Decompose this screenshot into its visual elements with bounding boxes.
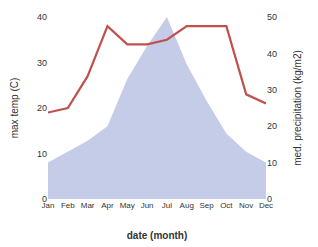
svg-text:40: 40	[37, 12, 47, 22]
svg-text:10: 10	[267, 158, 277, 168]
svg-text:May: May	[120, 201, 135, 210]
svg-text:med. precipitation (kg/m2): med. precipitation (kg/m2)	[292, 50, 303, 166]
svg-text:30: 30	[267, 85, 277, 95]
svg-text:30: 30	[37, 58, 47, 68]
svg-text:50: 50	[267, 12, 277, 22]
svg-text:Sep: Sep	[199, 201, 214, 210]
svg-text:40: 40	[267, 49, 277, 59]
svg-text:Oct: Oct	[220, 201, 233, 210]
svg-text:date (month): date (month)	[127, 230, 188, 241]
svg-text:Aug: Aug	[180, 201, 194, 210]
svg-text:20: 20	[267, 121, 277, 131]
svg-text:Apr: Apr	[101, 201, 114, 210]
svg-text:Mar: Mar	[81, 201, 95, 210]
svg-text:0: 0	[42, 194, 47, 204]
svg-text:Jul: Jul	[162, 201, 172, 210]
svg-text:Jun: Jun	[141, 201, 154, 210]
svg-text:20: 20	[37, 103, 47, 113]
svg-text:0: 0	[267, 194, 272, 204]
svg-text:Jan: Jan	[42, 201, 55, 210]
svg-text:max temp (C): max temp (C)	[9, 78, 20, 139]
svg-text:Nov: Nov	[239, 201, 253, 210]
svg-text:Feb: Feb	[61, 201, 75, 210]
svg-text:Dec: Dec	[259, 201, 273, 210]
svg-text:10: 10	[37, 149, 47, 159]
